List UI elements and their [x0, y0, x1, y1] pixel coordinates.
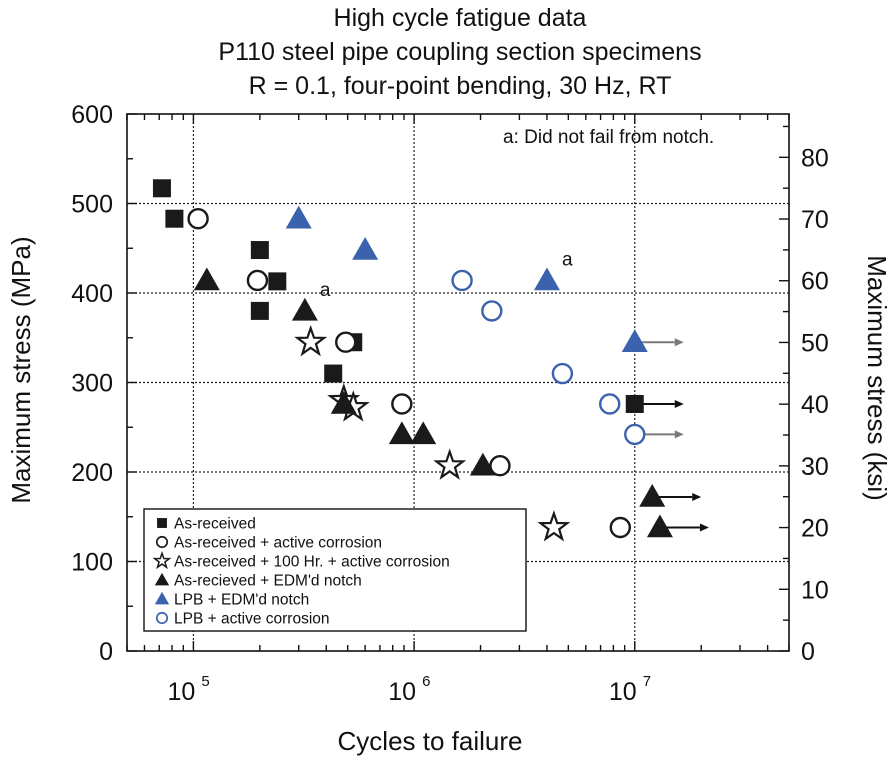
- data-point-series-5: [451, 269, 473, 292]
- data-point-series-3: [410, 421, 437, 445]
- data-point-series-2: [537, 510, 571, 542]
- data-point-series-0: [250, 241, 269, 260]
- data-point-series-0: [250, 301, 269, 320]
- data-point-series-1: [391, 393, 413, 415]
- data-marks: aa: [152, 179, 709, 542]
- point-annotation-label: a: [562, 249, 573, 270]
- data-point-series-3: [646, 514, 673, 538]
- data-point-series-3: [330, 390, 357, 414]
- annotation-note: a: Did not fail from notch.: [503, 127, 714, 148]
- legend-label: As-received + active corrosion: [174, 535, 382, 552]
- data-point-series-4: [621, 329, 648, 352]
- legend: As-received As-received + active corrosio…: [143, 508, 527, 632]
- legend-marker: [152, 550, 172, 570]
- y-tick-label-right: 10: [801, 576, 829, 604]
- data-point-series-5: [599, 393, 621, 415]
- y-tick-label-left: 500: [71, 191, 113, 219]
- y-tick-label-left: 100: [71, 549, 113, 577]
- data-point-series-4: [285, 205, 312, 229]
- data-point-series-3: [639, 484, 666, 507]
- axis-ticks: 10 5 10 6 10 70100200300400500600010203040506…: [71, 101, 829, 706]
- data-point-series-0: [625, 394, 644, 413]
- y-axis-title-left: Maximum stress (MPa): [6, 236, 36, 503]
- legend-label: As-received + 100 Hr. + active corrosion: [174, 554, 450, 571]
- data-point-series-0: [324, 364, 343, 383]
- y-tick-label-right: 40: [801, 391, 829, 419]
- x-tick-label: 10: [609, 678, 637, 706]
- data-point-series-4: [533, 267, 560, 291]
- data-point-series-0: [268, 272, 287, 291]
- data-point-series-1: [187, 208, 209, 230]
- title-line-1: High cycle fatigue data: [334, 4, 587, 32]
- x-tick-label-exponent: 5: [201, 673, 209, 690]
- y-tick-label-left: 600: [71, 101, 113, 129]
- title-line-2: P110 steel pipe coupling section specime…: [218, 38, 701, 66]
- data-point-series-3: [469, 452, 496, 476]
- x-tick-label-exponent: 7: [643, 673, 651, 690]
- legend-marker: [155, 611, 169, 625]
- legend-label: As-recieved + EDM'd notch: [174, 573, 362, 590]
- legend-label: LPB + EDM'd notch: [174, 592, 309, 609]
- y-tick-label-left: 400: [71, 280, 113, 308]
- data-point-series-0: [152, 179, 171, 198]
- y-tick-label-right: 0: [801, 638, 815, 666]
- y-tick-label-right: 30: [801, 453, 829, 481]
- y-tick-label-right: 20: [801, 515, 829, 543]
- data-point-series-1: [335, 331, 357, 353]
- legend-marker: [154, 591, 170, 605]
- legend-label: LPB + active corrosion: [174, 611, 330, 628]
- data-point-series-1: [489, 455, 511, 477]
- legend-marker: [157, 518, 167, 528]
- grid: [127, 114, 789, 651]
- data-point-series-5: [481, 300, 503, 322]
- runout-arrow-head: [674, 338, 684, 347]
- title-line-3: R = 0.1, four-point bending, 30 Hz, RT: [249, 72, 672, 100]
- runout-arrow-head: [692, 493, 702, 502]
- point-annotation-label: a: [320, 280, 331, 301]
- legend-marker: [154, 572, 170, 586]
- x-axis-title: Cycles to failure: [338, 726, 523, 756]
- runout-arrow-head: [674, 399, 684, 408]
- chart-title: High cycle fatigue data P110 steel pipe …: [218, 4, 701, 100]
- data-point-series-3: [291, 297, 318, 321]
- data-point-series-5: [551, 362, 574, 385]
- y-axis-title-right: Maximum stress (ksi): [862, 255, 892, 501]
- runout-arrow-head: [674, 430, 684, 439]
- data-point-series-2: [294, 324, 328, 357]
- x-tick-label: 10: [388, 678, 416, 706]
- y-tick-label-right: 80: [801, 144, 829, 172]
- legend-marker: [155, 535, 169, 549]
- y-tick-label-left: 300: [71, 370, 113, 398]
- x-tick-label: 10: [168, 678, 196, 706]
- legend-label: As-received: [174, 516, 256, 533]
- data-point-series-5: [624, 423, 646, 446]
- y-tick-label-right: 60: [801, 268, 829, 296]
- legend-box: [143, 508, 527, 632]
- data-point-series-4: [352, 237, 379, 260]
- y-tick-label-right: 70: [801, 206, 829, 234]
- runout-arrow-head: [699, 523, 709, 532]
- data-point-series-1: [609, 516, 632, 539]
- data-point-series-3: [388, 421, 415, 445]
- data-point-series-0: [165, 209, 184, 228]
- y-tick-label-right: 50: [801, 329, 829, 357]
- y-tick-label-left: 0: [99, 638, 113, 666]
- x-tick-label-exponent: 6: [422, 673, 430, 690]
- data-point-series-1: [246, 269, 269, 292]
- data-point-series-3: [193, 267, 220, 291]
- y-tick-label-left: 200: [71, 459, 113, 487]
- data-point-series-2: [433, 448, 467, 480]
